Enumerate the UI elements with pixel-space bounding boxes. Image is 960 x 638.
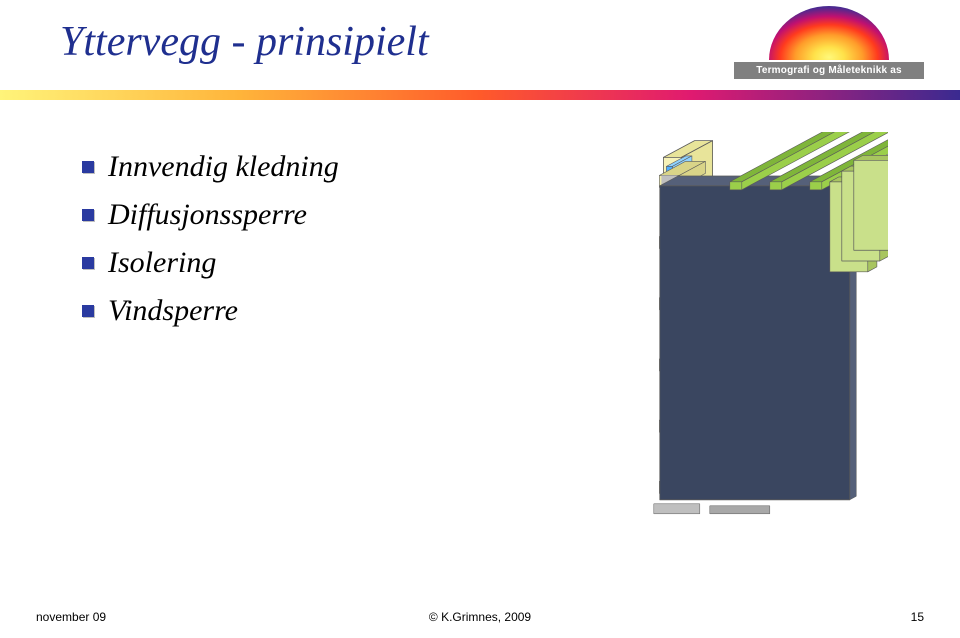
list-item: Vindsperre (82, 294, 442, 328)
bullet-list: Innvendig kledning Diffusjonssperre Isol… (82, 150, 442, 342)
footer-copyright: © K.Grimnes, 2009 (0, 610, 960, 624)
bullet-label: Isolering (108, 246, 216, 280)
square-bullet-icon (82, 209, 94, 221)
bullet-label: Vindsperre (108, 294, 238, 328)
company-logo: Termografi og Måleteknikk as (734, 6, 924, 79)
thermal-gradient-icon (769, 6, 889, 60)
list-item: Innvendig kledning (82, 150, 442, 184)
square-bullet-icon (82, 257, 94, 269)
slide: Yttervegg - prinsipielt Termografi og Må… (0, 0, 960, 638)
list-item: Isolering (82, 246, 442, 280)
wall-diagram (528, 132, 888, 532)
bullet-label: Innvendig kledning (108, 150, 339, 184)
footer-page: 15 (911, 610, 924, 624)
company-name: Termografi og Måleteknikk as (734, 62, 924, 79)
bullet-label: Diffusjonssperre (108, 198, 307, 232)
square-bullet-icon (82, 161, 94, 173)
square-bullet-icon (82, 305, 94, 317)
list-item: Diffusjonssperre (82, 198, 442, 232)
slide-title: Yttervegg - prinsipielt (60, 18, 429, 66)
divider-gradient (0, 90, 960, 100)
